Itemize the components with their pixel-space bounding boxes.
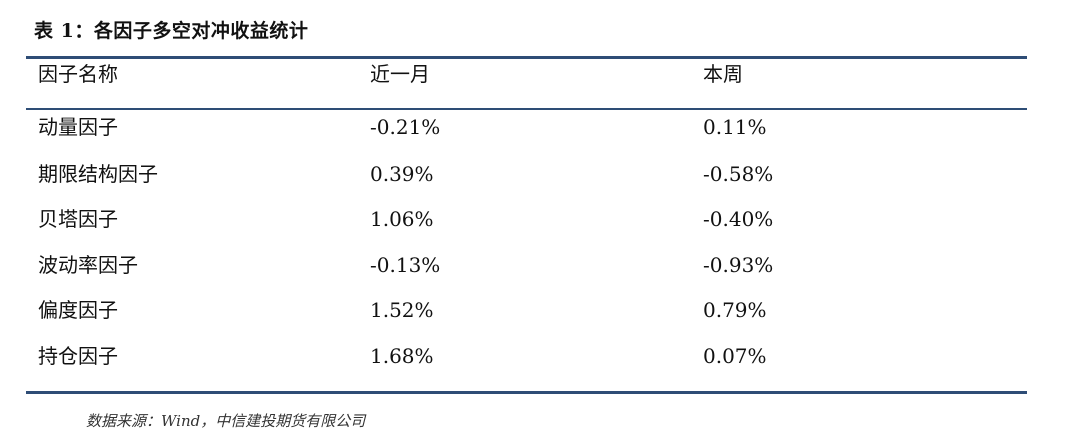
- table-title: 表 1：各因子多空对冲收益统计: [34, 20, 309, 42]
- table-row: 持仓因子 1.68% 0.07%: [38, 346, 1018, 376]
- month-value-cell: 1.06%: [370, 207, 434, 231]
- column-header-week: 本周: [703, 62, 743, 86]
- bottom-rule: [26, 391, 1027, 394]
- month-value-cell: 1.68%: [370, 344, 434, 368]
- table-header-row: 因子名称 近一月 本周: [38, 64, 1018, 94]
- month-value-cell: -0.21%: [370, 115, 441, 139]
- column-header-factor-name: 因子名称: [38, 62, 118, 86]
- factor-name-cell: 偏度因子: [38, 298, 118, 322]
- table-row: 贝塔因子 1.06% -0.40%: [38, 209, 1018, 239]
- top-rule: [26, 56, 1027, 59]
- week-value-cell: -0.58%: [703, 162, 774, 186]
- table-row: 波动率因子 -0.13% -0.93%: [38, 255, 1018, 285]
- week-value-cell: -0.40%: [703, 207, 774, 231]
- factor-name-cell: 持仓因子: [38, 344, 118, 368]
- week-value-cell: 0.11%: [703, 115, 767, 139]
- table-row: 偏度因子 1.52% 0.79%: [38, 300, 1018, 330]
- month-value-cell: -0.13%: [370, 253, 441, 277]
- week-value-cell: 0.07%: [703, 344, 767, 368]
- week-value-cell: 0.79%: [703, 298, 767, 322]
- factor-name-cell: 波动率因子: [38, 253, 138, 277]
- month-value-cell: 1.52%: [370, 298, 434, 322]
- table-row: 期限结构因子 0.39% -0.58%: [38, 164, 1018, 194]
- header-rule: [26, 108, 1027, 110]
- month-value-cell: 0.39%: [370, 162, 434, 186]
- factor-name-cell: 贝塔因子: [38, 207, 118, 231]
- column-header-month: 近一月: [370, 62, 430, 86]
- data-source-note: 数据来源：Wind，中信建投期货有限公司: [86, 412, 366, 430]
- factor-name-cell: 动量因子: [38, 115, 118, 139]
- factor-name-cell: 期限结构因子: [38, 162, 158, 186]
- table-row: 动量因子 -0.21% 0.11%: [38, 117, 1018, 147]
- week-value-cell: -0.93%: [703, 253, 774, 277]
